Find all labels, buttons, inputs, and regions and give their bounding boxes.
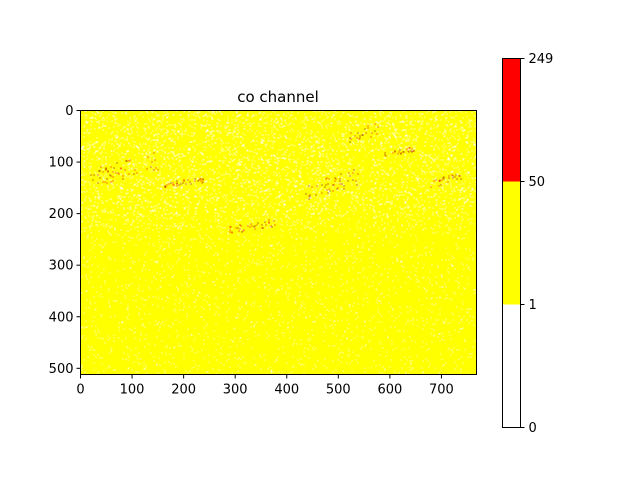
x-axis: 0 100 200 300 400 500 600 700 [76, 374, 454, 398]
x-tick-label: 400 [274, 383, 299, 398]
colorbar-frame [502, 58, 521, 428]
colorbar: 0 1 50 249 [502, 52, 554, 436]
y-tick-label: 200 [49, 207, 74, 222]
y-tick-label: 100 [49, 156, 74, 171]
y-tick-label: 0 [65, 104, 73, 119]
colorbar-tick-label: 1 [529, 298, 537, 313]
y-axis: 0 100 200 300 400 500 [49, 104, 81, 377]
x-tick-label: 0 [76, 383, 84, 398]
colorbar-segment [502, 304, 521, 428]
colorbar-tick-label: 249 [529, 52, 554, 67]
x-tick-label: 600 [377, 383, 402, 398]
plot-frame [80, 110, 477, 375]
x-tick-label: 300 [223, 383, 248, 398]
colorbar-segment [502, 58, 521, 182]
y-tick-label: 500 [49, 362, 74, 377]
heatmap-pixels-image [80, 110, 477, 375]
x-tick-label: 100 [120, 383, 145, 398]
heatmap-plot-area [80, 110, 477, 375]
colorbar-tick-label: 50 [529, 175, 546, 190]
x-tick-label: 200 [171, 383, 196, 398]
x-tick-label: 500 [326, 383, 351, 398]
chart-title: co channel [237, 88, 319, 106]
x-tick-label: 700 [429, 383, 454, 398]
heatmap-pixels [80, 110, 477, 375]
colorbar-segment [502, 181, 521, 305]
colorbar-tick-label: 0 [529, 421, 537, 436]
y-tick-label: 300 [49, 259, 74, 274]
y-tick-label: 400 [49, 310, 74, 325]
